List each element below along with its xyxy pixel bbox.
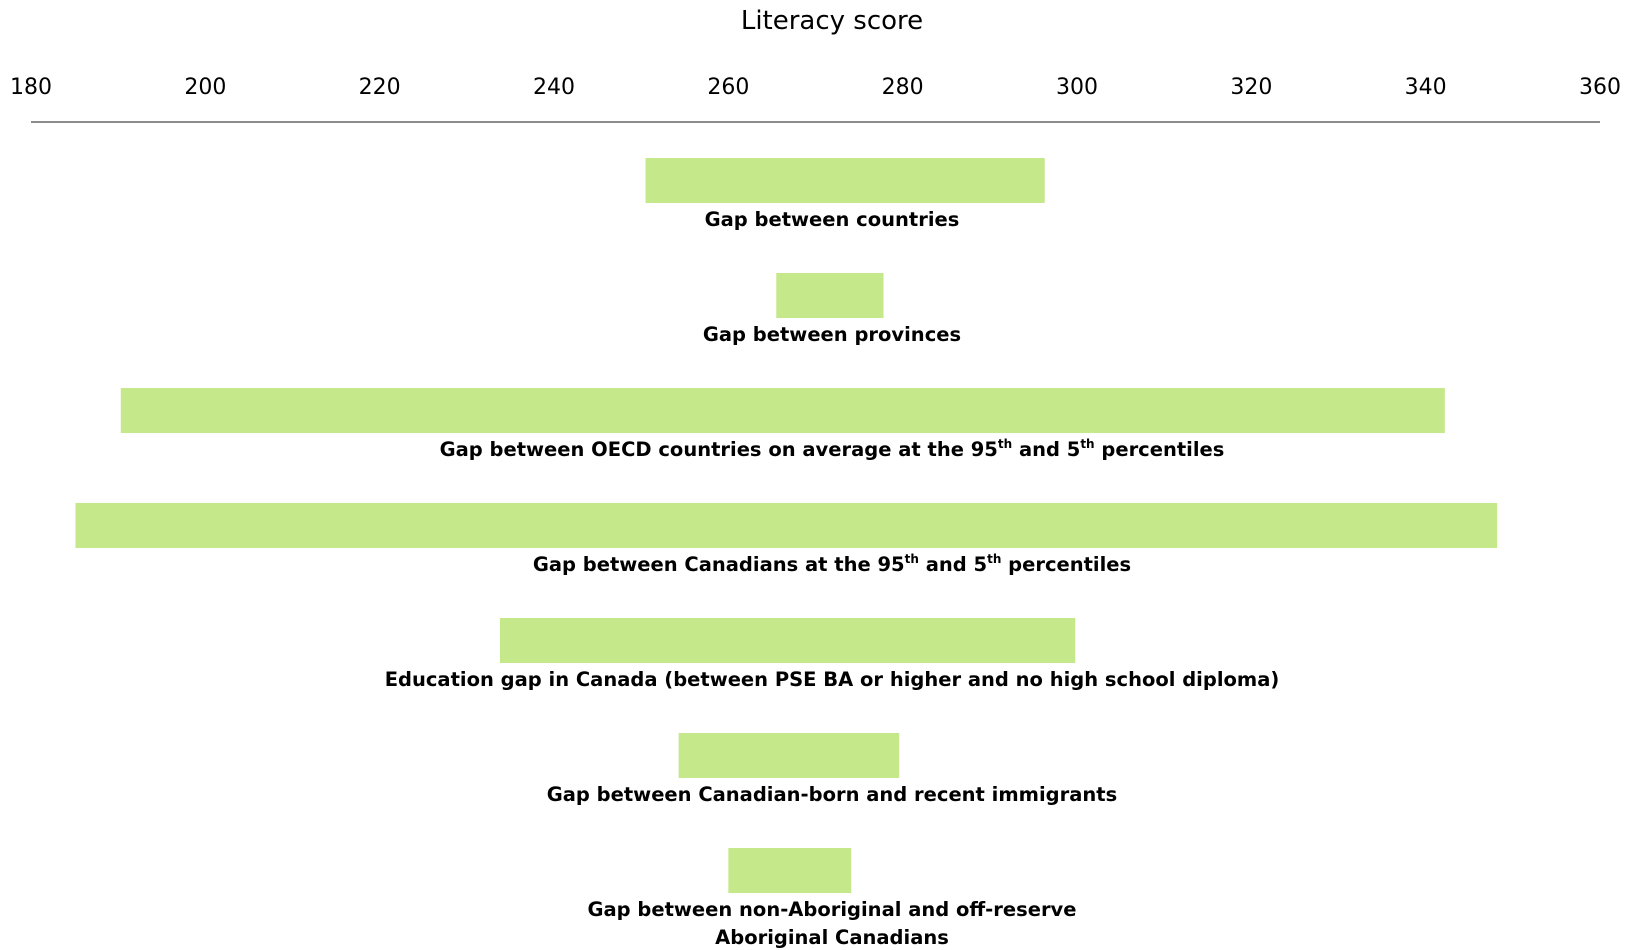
gap-bar-label: Gap between Canadian-born and recent imm… (547, 783, 1117, 806)
gap-bar-label: Gap between Canadians at the 95th and 5t… (533, 552, 1131, 576)
label-superscript: th (905, 552, 919, 566)
label-superscript: th (998, 437, 1012, 451)
label-superscript: th (987, 552, 1001, 566)
label-text: Gap between Canadian-born and recent imm… (547, 783, 1117, 806)
x-tick-label: 180 (10, 75, 52, 100)
x-tick-label: 200 (184, 75, 226, 100)
gap-bar-label: Aboriginal Canadians (715, 926, 949, 949)
x-tick-label: 220 (359, 75, 401, 100)
x-tick-label: 300 (1056, 75, 1098, 100)
x-tick-label: 360 (1579, 75, 1621, 100)
label-text: Gap between non-Aboriginal and off-reser… (587, 898, 1076, 921)
gap-bar (499, 618, 1076, 663)
label-text: and 5 (919, 553, 987, 576)
label-text: percentiles (1095, 438, 1225, 461)
label-text: and 5 (1012, 438, 1080, 461)
x-tick-label: 320 (1230, 75, 1272, 100)
label-text: Gap between provinces (703, 323, 961, 346)
gap-bar (728, 848, 852, 893)
x-tick-label: 280 (882, 75, 924, 100)
label-text: Education gap in Canada (between PSE BA … (385, 668, 1280, 691)
bar-labels: Gap between countries Gap between provinc… (385, 208, 1280, 949)
gap-bar-label: Gap between non-Aboriginal and off-reser… (587, 898, 1076, 921)
label-text: Gap between countries (705, 208, 960, 231)
gap-bar (75, 503, 1498, 548)
gap-bar (120, 388, 1445, 433)
x-tick-label: 240 (533, 75, 575, 100)
label-superscript: th (1080, 437, 1094, 451)
gap-bar (678, 733, 900, 778)
range-bars (75, 158, 1498, 893)
x-axis-ticks: 180 200 220 240 260 280 300 320 340 360 (10, 75, 1621, 100)
x-tick-label: 260 (707, 75, 749, 100)
label-text: Gap between Canadians at the 95 (533, 553, 905, 576)
gap-bar-label: Gap between OECD countries on average at… (440, 437, 1225, 461)
gap-bar-label: Gap between provinces (703, 323, 961, 346)
gap-bar-label: Education gap in Canada (between PSE BA … (385, 668, 1280, 691)
gap-bar (645, 158, 1045, 203)
gap-bar (776, 273, 884, 318)
x-tick-label: 340 (1405, 75, 1447, 100)
x-axis-title: Literacy score (741, 6, 923, 36)
gap-bar-label: Gap between countries (705, 208, 960, 231)
label-text: Aboriginal Canadians (715, 926, 949, 949)
label-text: Gap between OECD countries on average at… (440, 438, 998, 461)
label-text: percentiles (1001, 553, 1131, 576)
